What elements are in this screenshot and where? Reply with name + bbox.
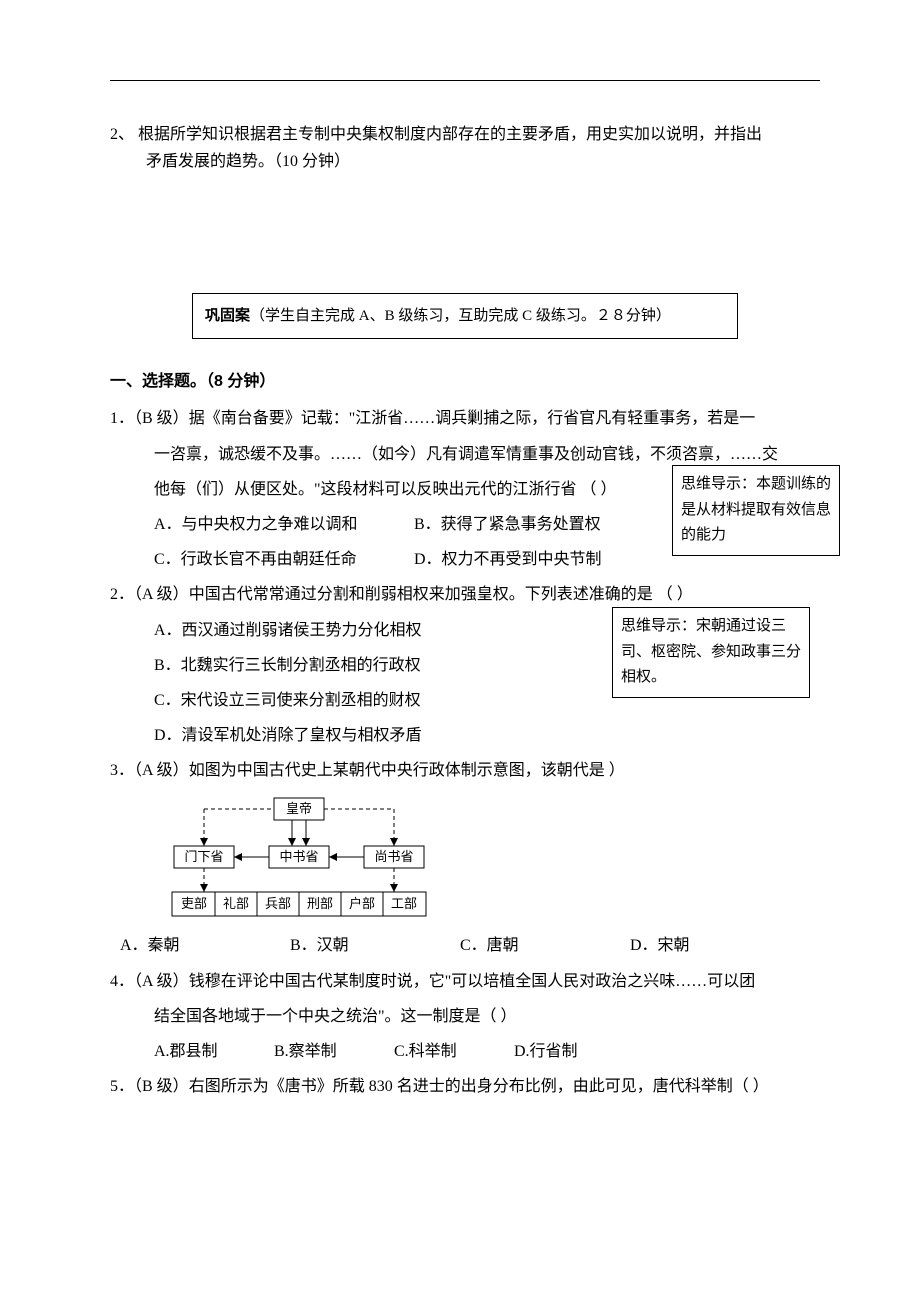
mc3-num: 3．（A 级） [110,762,189,779]
mc3-optC: C．唐朝 [460,928,630,963]
diagram-d2: 礼部 [223,896,249,911]
mc1-optA: A．与中央权力之争难以调和 [154,507,414,542]
mc3-optB: B．汉朝 [290,928,460,963]
diagram-menxia: 门下省 [184,849,223,864]
q2-number: 2、 [110,126,134,143]
mc-question-1: 1．（B 级）据《南台备要》记载："江浙省……调兵剿捕之际，行省官凡有轻重事务，… [110,401,820,577]
mc4-optD: D.行省制 [514,1034,634,1069]
question-2: 2、 根据所学知识根据君主专制中央集权制度内部存在的主要矛盾，用史实加以说明，并… [110,121,820,175]
mc4-optA: A.郡县制 [154,1034,274,1069]
diagram-zhongshu: 中书省 [279,849,318,864]
mc4-options: A.郡县制 B.察举制 C.科举制 D.行省制 [110,1034,820,1069]
mc3-options: A．秦朝 B．汉朝 C．唐朝 D．宋朝 [110,928,820,963]
mc1-tip-box: 思维导示：本题训练的是从材料提取有效信息的能力 [672,465,840,556]
page-container: 2、 根据所学知识根据君主专制中央集权制度内部存在的主要矛盾，用史实加以说明，并… [0,0,920,1302]
mc1-line1: 据《南台备要》记载："江浙省……调兵剿捕之际，行省官凡有轻重事务，若是一 [189,410,756,427]
mc4-num: 4．（A 级） [110,973,189,990]
mc1-optD: D．权力不再受到中央节制 [414,542,602,577]
top-rule [110,80,820,81]
mc1-optC: C．行政长官不再由朝廷任命 [154,542,414,577]
diagram-d3: 兵部 [265,896,291,911]
mc5-num: 5．（B 级） [110,1078,189,1095]
mc3-optA: A．秦朝 [120,928,290,963]
mc-question-2: 2．（A 级）中国古代常常通过分割和削弱相权来加强皇权。下列表述准确的是 （ ）… [110,577,820,753]
mc-question-4: 4．（A 级）钱穆在评论中国古代某制度时说，它"可以培植全国人民对政治之兴味……… [110,964,820,1070]
section-1-heading: 一、选择题。（8 分钟） [110,367,820,391]
diagram-d6: 工部 [391,896,417,911]
mc5-line1: 右图所示为《唐书》所载 830 名进士的出身分布比例，由此可见，唐代科举制（ ） [189,1078,769,1095]
diagram-d1: 吏部 [181,896,207,911]
mc-question-3: 3．（A 级）如图为中国古代史上某朝代中央行政体制示意图，该朝代是 ） 皇帝 [110,753,820,963]
mc2-optD: D．清设军机处消除了皇权与相权矛盾 [110,718,820,753]
mc1-optB: B．获得了紧急事务处置权 [414,507,601,542]
diagram-emperor: 皇帝 [286,801,312,816]
mc3-optD: D．宋朝 [630,928,800,963]
q2-line1: 根据所学知识根据君主专制中央集权制度内部存在的主要矛盾，用史实加以说明，并指出 [138,126,762,143]
diagram-shangshu: 尚书省 [374,849,413,864]
mc-question-5: 5．（B 级）右图所示为《唐书》所载 830 名进士的出身分布比例，由此可见，唐… [110,1069,820,1104]
consolidate-bold: 巩固案 [205,307,250,324]
mc2-num: 2．（A 级） [110,586,189,603]
mc4-optB: B.察举制 [274,1034,394,1069]
mc2-tip-box: 思维导示：宋朝通过设三司、枢密院、参知政事三分相权。 [612,607,810,698]
answer-space [110,183,820,293]
mc4-line1: 钱穆在评论中国古代某制度时说，它"可以培植全国人民对政治之兴味……可以团 [189,973,756,990]
consolidate-rest: （学生自主完成 A、B 级练习，互助完成 C 级练习。２８分钟） [250,308,671,324]
mc1-num: 1．（B 级） [110,410,189,427]
diagram-d4: 刑部 [307,896,333,911]
mc3-line1: 如图为中国古代史上某朝代中央行政体制示意图，该朝代是 ） [189,762,625,779]
mc4-optC: C.科举制 [394,1034,514,1069]
q2-line2: 矛盾发展的趋势。（10 分钟） [110,148,820,175]
consolidate-box: 巩固案（学生自主完成 A、B 级练习，互助完成 C 级练习。２８分钟） [192,293,738,339]
mc3-diagram: 皇帝 门下省 中书省 尚书省 [154,794,820,924]
diagram-d5: 户部 [349,896,375,911]
mc2-line1: 中国古代常常通过分割和削弱相权来加强皇权。下列表述准确的是 （ ） [189,586,693,603]
mc4-line2: 结全国各地域于一个中央之统治"。这一制度是（ ） [110,999,820,1034]
